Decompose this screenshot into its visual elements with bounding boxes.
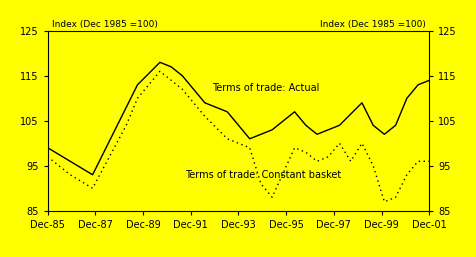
Text: Index (Dec 1985 =100): Index (Dec 1985 =100) [51,20,157,29]
Text: Terms of trade: Actual: Terms of trade: Actual [211,84,318,93]
Text: Index (Dec 1985 =100): Index (Dec 1985 =100) [319,20,425,29]
Text: Terms of trade: Constant basket: Terms of trade: Constant basket [185,170,341,180]
